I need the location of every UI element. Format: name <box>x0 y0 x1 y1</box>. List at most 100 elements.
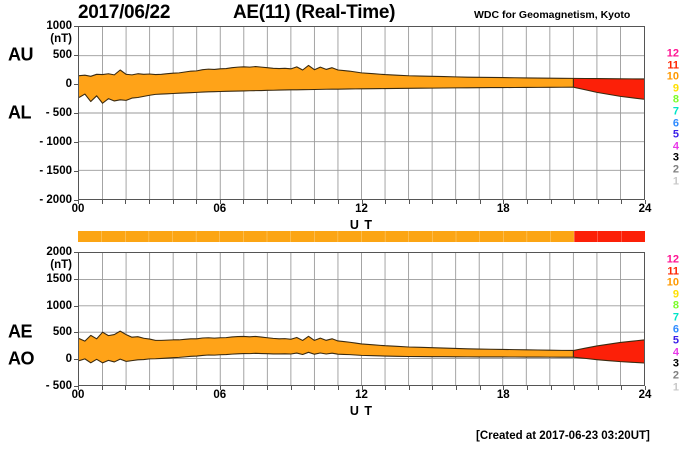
y-tick-mark <box>74 84 79 85</box>
y-tick-mark <box>74 142 79 143</box>
x-tick-mark <box>479 200 481 204</box>
activity-strip <box>78 231 645 242</box>
chart-date-title: 2017/06/22 <box>78 2 171 23</box>
x-tick-mark <box>125 386 127 390</box>
ae-ao-chart-y-unit: (nT) <box>50 259 72 271</box>
level-scale-item-11: 11 <box>667 59 679 72</box>
au-al-chart-y-tick: - 500 <box>45 107 72 119</box>
y-tick-mark <box>74 252 79 253</box>
ae-ao-chart-y-tick: 0 <box>65 353 72 366</box>
ae-ao-chart-data-band <box>79 330 644 364</box>
au-al-chart-x-tick: 18 <box>496 203 510 215</box>
y-tick-mark <box>74 332 79 334</box>
level-scale-item-3: 3 <box>672 357 679 370</box>
au-al-chart-y-tick: 0 <box>65 78 72 90</box>
y-tick-mark <box>74 278 79 280</box>
ae-ao-chart-x-tick: 12 <box>355 389 368 401</box>
y-tick-mark <box>74 305 79 307</box>
x-tick-mark <box>574 386 576 390</box>
level-scale-item-7: 7 <box>672 311 679 324</box>
ae-ao-chart-y-tick: 1500 <box>46 272 72 285</box>
x-tick-mark <box>125 200 127 204</box>
level-scale-item-1: 1 <box>672 175 679 188</box>
ae-ao-chart-x-tick: 06 <box>213 389 227 401</box>
x-tick-mark <box>385 386 387 390</box>
au-al-chart-x-axis-label: U T <box>349 218 374 232</box>
x-tick-mark <box>290 386 292 390</box>
x-tick-mark <box>432 386 434 390</box>
x-tick-mark <box>645 200 646 204</box>
x-tick-mark <box>148 200 150 204</box>
x-tick-mark <box>243 386 245 390</box>
au-al-chart-level-scale: 12 11 10 9 8 7 6 5 4 3 2 1 <box>657 26 679 200</box>
y-tick-mark <box>74 171 79 172</box>
ae-ao-chart-y-tick: 1000 <box>46 299 72 312</box>
y-tick-mark <box>74 200 79 201</box>
x-tick-mark <box>621 200 623 204</box>
x-tick-mark <box>172 200 174 204</box>
x-tick-mark <box>456 200 457 204</box>
x-tick-mark <box>597 386 599 390</box>
x-tick-mark <box>361 200 363 204</box>
level-scale-item-1: 1 <box>672 381 679 394</box>
x-tick-mark <box>526 386 528 390</box>
x-tick-mark <box>550 200 552 204</box>
level-scale-item-9: 9 <box>672 288 679 301</box>
ae-ao-chart-x-tick: 18 <box>496 389 510 401</box>
ae-ao-chart-level-scale: 12 11 10 9 8 7 6 5 4 3 2 1 <box>657 252 679 393</box>
y-tick-mark <box>74 386 79 387</box>
au-al-chart-y-tick: 1000 <box>46 20 72 32</box>
x-tick-mark <box>78 386 79 390</box>
level-scale-item-11: 11 <box>667 265 679 278</box>
level-scale-item-5: 5 <box>672 334 679 347</box>
level-scale-item-9: 9 <box>672 82 679 95</box>
x-tick-mark <box>172 386 174 390</box>
x-tick-mark <box>337 200 339 204</box>
ae-ao-chart-x-axis-label: U T <box>349 404 374 418</box>
x-tick-mark <box>503 386 505 390</box>
ae-ao-chart-plot-area <box>78 252 645 386</box>
x-tick-mark <box>526 200 528 204</box>
level-scale-item-12: 12 <box>666 47 679 60</box>
x-tick-mark <box>361 386 363 390</box>
level-scale-item-12: 12 <box>666 253 679 266</box>
x-tick-mark <box>78 200 79 204</box>
level-scale-item-3: 3 <box>672 151 679 164</box>
au-al-chart-x-tick: 24 <box>638 203 652 215</box>
x-tick-mark <box>408 386 410 390</box>
au-al-chart-x-tick: 00 <box>71 203 85 215</box>
x-tick-mark <box>196 200 198 204</box>
level-scale-item-5: 5 <box>672 128 679 141</box>
x-tick-mark <box>597 200 599 204</box>
level-scale-item-4: 4 <box>672 140 679 153</box>
page-title: AE(11) (Real-Time) <box>233 2 396 23</box>
au-al-chart-y-tick: 500 <box>52 49 72 61</box>
level-scale-item-10: 10 <box>666 276 679 289</box>
x-tick-mark <box>621 386 623 390</box>
y-tick-mark <box>74 113 79 114</box>
x-tick-mark <box>196 386 198 390</box>
x-tick-mark <box>456 386 457 390</box>
level-scale-item-6: 6 <box>672 323 679 336</box>
ae-ao-chart-x-tick: 00 <box>71 389 85 401</box>
x-tick-mark <box>574 200 576 204</box>
series-label-al: AL <box>8 102 32 123</box>
level-scale-item-2: 2 <box>672 369 679 382</box>
ae-ao-chart-y-tick: - 500 <box>45 380 72 392</box>
x-tick-mark <box>101 386 103 390</box>
ae-ao-chart-y-tick: 500 <box>52 326 72 339</box>
x-tick-mark <box>101 200 103 204</box>
activity-segment-level-11 <box>574 231 645 242</box>
level-scale-item-8: 8 <box>672 299 679 312</box>
y-tick-mark <box>74 26 79 27</box>
series-label-ae: AE <box>8 321 33 342</box>
level-scale-item-4: 4 <box>672 346 679 359</box>
x-tick-mark <box>314 386 316 390</box>
x-tick-mark <box>314 200 316 204</box>
x-tick-mark <box>337 386 339 390</box>
level-scale-item-7: 7 <box>672 105 679 118</box>
ae-ao-chart-gridlines <box>79 253 644 385</box>
level-scale-item-10: 10 <box>666 70 679 83</box>
x-tick-mark <box>219 386 221 390</box>
